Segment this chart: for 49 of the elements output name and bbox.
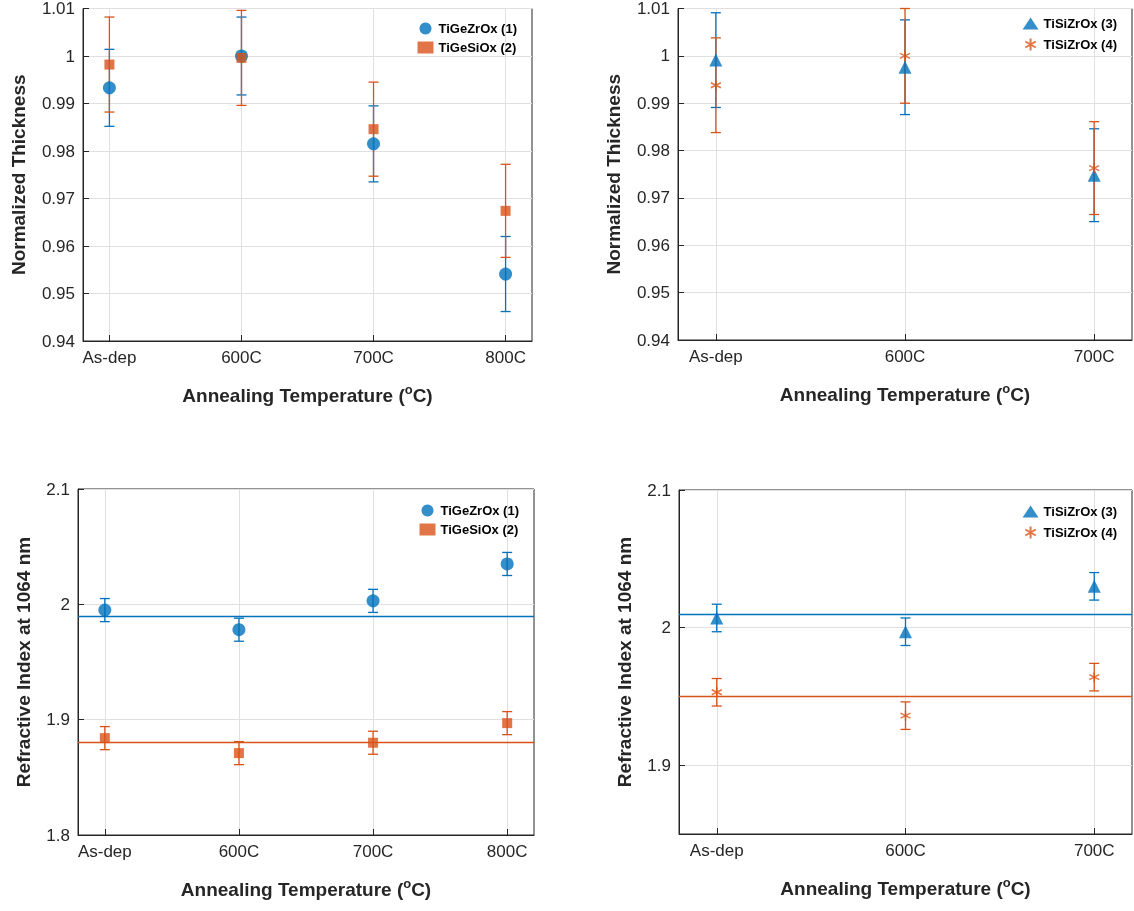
y-tick-label: 0.98 — [636, 141, 670, 161]
x-tick-label: As-dep — [82, 348, 137, 367]
x-tick-label: 600C — [221, 348, 262, 367]
y-tick-label: 0.94 — [636, 330, 670, 350]
y-tick-label: 0.97 — [636, 188, 670, 208]
y-tick-label: 0.99 — [636, 93, 670, 113]
legend-label: TiSiZrOx (3) — [1043, 504, 1118, 519]
x-tick-label: 700C — [1073, 841, 1115, 860]
x-tick-label: 700C — [353, 348, 394, 367]
legend-label: TiGeZrOx (1) — [438, 21, 518, 36]
x-tick-label: 600C — [885, 841, 926, 860]
y-tick-label: 2 — [60, 594, 70, 614]
y-tick-label: 1.01 — [41, 0, 75, 18]
y-tick-label: 1 — [660, 46, 670, 66]
y-axis-title: Refractive Index at 1064 nm — [13, 536, 34, 788]
y-axis-title: Normalized Thickness — [603, 73, 624, 275]
legend-label: TiGeZrOx (1) — [440, 503, 520, 518]
y-tick-label: 1.9 — [46, 710, 70, 730]
x-tick-label: 700C — [352, 842, 394, 861]
x-tick-label: As-dep — [77, 842, 132, 861]
y-tick-label: 0.97 — [41, 189, 75, 208]
x-tick-label: 600C — [218, 842, 260, 861]
y-axis-title: Normalized Thickness — [8, 74, 29, 276]
x-tick-label: 800C — [486, 842, 528, 861]
x-tick-label: As-dep — [689, 841, 744, 860]
y-tick-label: 2 — [661, 618, 671, 638]
y-tick-label: 0.96 — [41, 236, 75, 256]
y-tick-label: 0.94 — [41, 331, 75, 351]
y-tick-label: 2.1 — [46, 479, 70, 499]
y-tick-label: 0.95 — [636, 283, 670, 303]
legend-label: TiSiZrOx (4) — [1043, 525, 1118, 540]
y-tick-label: 1 — [65, 46, 75, 66]
y-tick-label: 0.96 — [636, 235, 670, 255]
y-tick-label: 1.9 — [647, 755, 671, 775]
legend-label: TiGeSiOx (2) — [440, 522, 519, 537]
y-tick-label: 0.98 — [41, 141, 75, 161]
y-axis-title: Refractive Index at 1064 nm — [614, 536, 635, 788]
x-tick-label: As-dep — [688, 347, 743, 366]
x-tick-label: 800C — [485, 348, 526, 367]
x-tick-label: 600C — [884, 347, 926, 366]
y-tick-label: 0.99 — [41, 94, 75, 113]
y-tick-label: 1.01 — [636, 0, 670, 18]
y-tick-label: 1.8 — [46, 825, 70, 845]
legend-label: TiSiZrOx (4) — [1043, 37, 1118, 52]
x-tick-label: 700C — [1073, 347, 1115, 366]
legend-label: TiGeSiOx (2) — [438, 40, 517, 55]
y-tick-label: 0.95 — [41, 284, 75, 303]
legend-label: TiSiZrOx (3) — [1043, 16, 1118, 31]
y-tick-label: 2.1 — [647, 480, 671, 500]
